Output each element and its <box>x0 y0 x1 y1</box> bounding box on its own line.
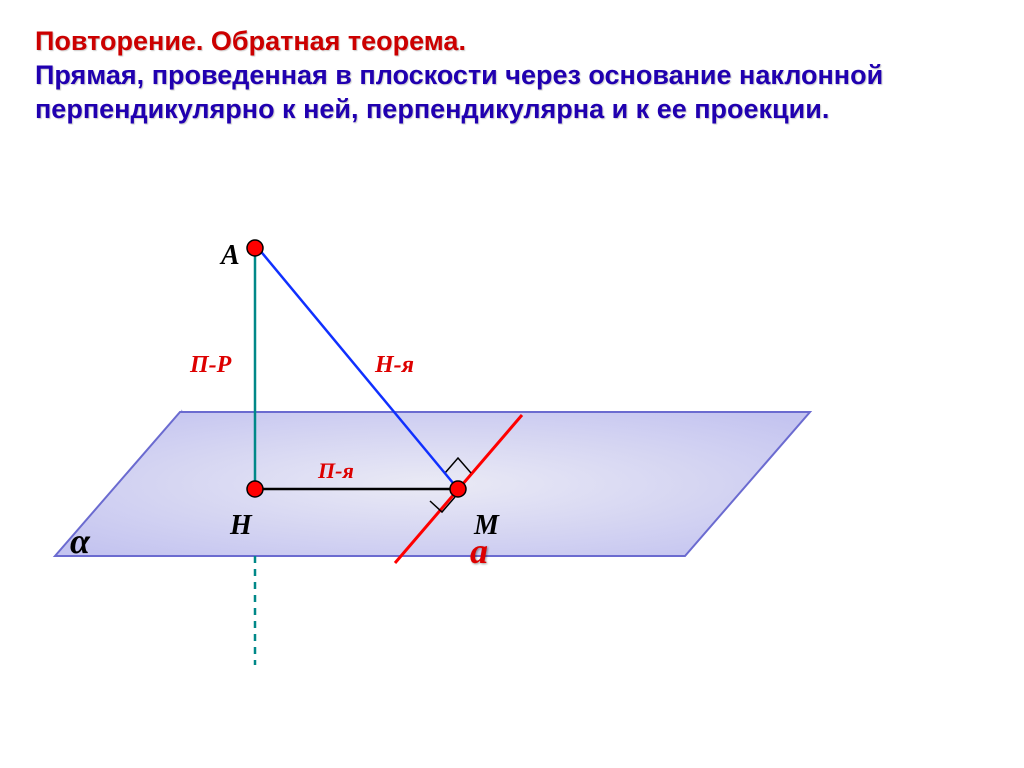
point-H <box>247 481 263 497</box>
label-Pya: П-я <box>318 458 354 484</box>
label-A: А <box>221 240 240 272</box>
plane <box>55 412 810 556</box>
label-line-a: a <box>470 530 488 572</box>
label-Nya: Н-я <box>375 352 414 379</box>
label-PR: П-Р <box>190 352 231 379</box>
label-alpha: α <box>70 520 90 562</box>
point-M <box>450 481 466 497</box>
diagram-svg <box>0 0 1024 768</box>
label-H: Н <box>230 510 252 542</box>
point-A <box>247 240 263 256</box>
